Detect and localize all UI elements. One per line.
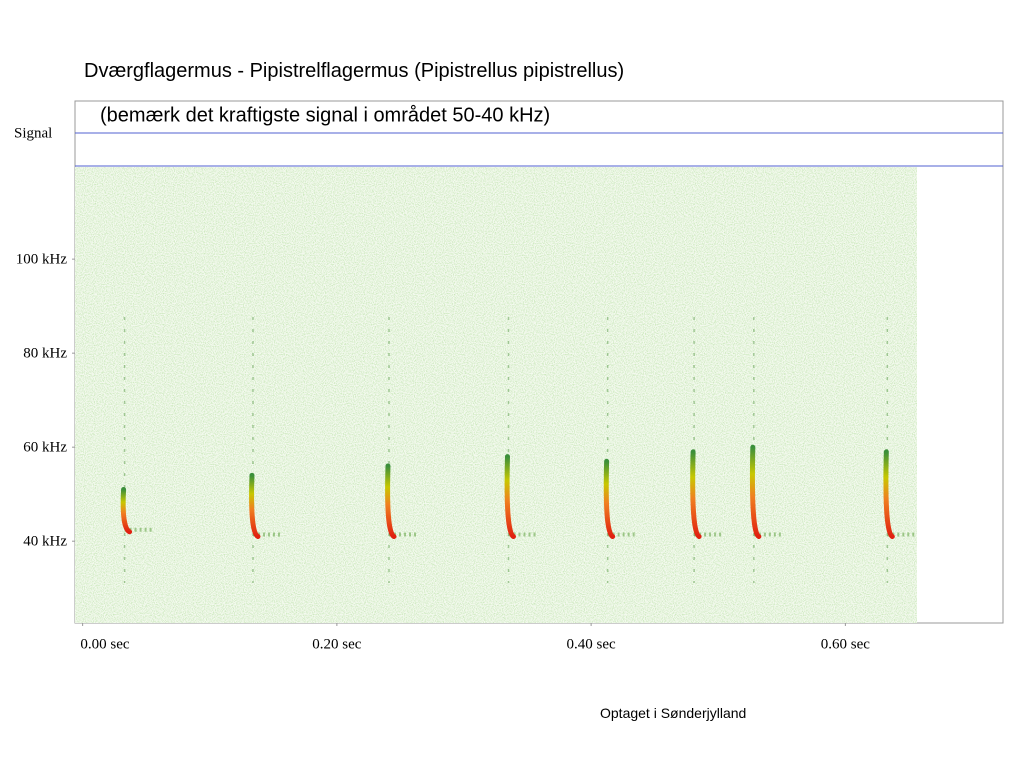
bat-call (120, 486, 133, 535)
bat-call (690, 449, 702, 540)
y-tick-label: 40 kHz (23, 534, 67, 550)
x-tick-label: 0.20 sec (312, 636, 361, 652)
bat-call (385, 463, 397, 540)
x-tick-label: 0.00 sec (80, 636, 129, 652)
spectrogram-noise (75, 167, 917, 623)
bat-call (249, 472, 261, 540)
y-tick-label: 60 kHz (23, 440, 67, 456)
caption: Optaget i Sønderjylland (600, 705, 746, 721)
y-tick-label: 80 kHz (23, 346, 67, 362)
x-tick-label: 0.60 sec (821, 636, 870, 652)
bat-call (504, 454, 516, 540)
bat-call (883, 449, 895, 540)
title: Dværgflagermus - Pipistrelflagermus (Pip… (84, 60, 624, 82)
signal-label: Signal (14, 125, 52, 141)
subtitle: (bemærk det kraftigste signal i området … (100, 104, 550, 126)
bat-call (749, 444, 762, 540)
bat-call (603, 458, 616, 540)
y-tick-label: 100 kHz (16, 252, 68, 268)
x-tick-label: 0.40 sec (567, 636, 616, 652)
